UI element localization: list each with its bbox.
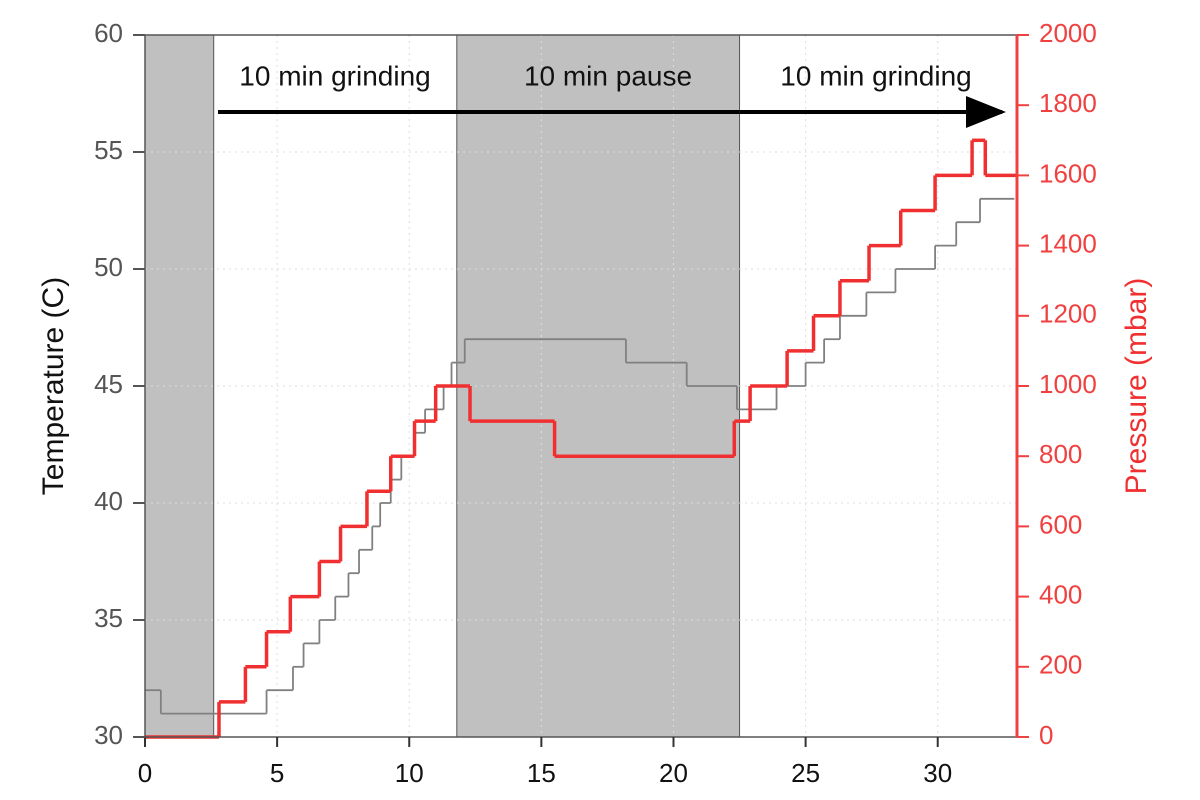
y-tick-label: 45 — [94, 369, 123, 399]
y-tick-label: 60 — [94, 18, 123, 48]
x-tick-label: 5 — [270, 758, 284, 788]
y2-tick-label: 0 — [1039, 720, 1053, 750]
x-tick-label: 25 — [791, 758, 820, 788]
y2-tick-label: 2000 — [1039, 18, 1097, 48]
shaded-region — [144, 34, 215, 738]
annotation: 10 min grinding — [239, 60, 430, 91]
x-tick-label: 15 — [527, 758, 556, 788]
plot-lines — [145, 138, 1017, 739]
x-tick-label: 30 — [923, 758, 952, 788]
y-tick-label: 30 — [94, 720, 123, 750]
y2-tick-label: 800 — [1039, 439, 1082, 469]
y-axis-label: Temperature (C) — [37, 277, 70, 495]
y2-tick-label: 1400 — [1039, 228, 1097, 258]
x-tick-label: 0 — [138, 758, 152, 788]
y2-tick-label: 200 — [1039, 650, 1082, 680]
x-tick-label: 10 — [395, 758, 424, 788]
y-tick-label: 55 — [94, 135, 123, 165]
annotation: 10 min pause — [524, 60, 692, 91]
y2-tick-label: 1600 — [1039, 158, 1097, 188]
y-tick-label: 50 — [94, 252, 123, 282]
y2-axis-label: Pressure (mbar) — [1120, 278, 1153, 495]
y2-tick-label: 1000 — [1039, 369, 1097, 399]
y2-tick-label: 600 — [1039, 509, 1082, 539]
y2-tick-label: 400 — [1039, 579, 1082, 609]
annotation: 10 min grinding — [780, 60, 971, 91]
x-tick-label: 20 — [659, 758, 688, 788]
y-tick-label: 40 — [94, 486, 123, 516]
y2-tick-label: 1200 — [1039, 299, 1097, 329]
y-tick-label: 35 — [94, 603, 123, 633]
y2-tick-label: 1800 — [1039, 88, 1097, 118]
